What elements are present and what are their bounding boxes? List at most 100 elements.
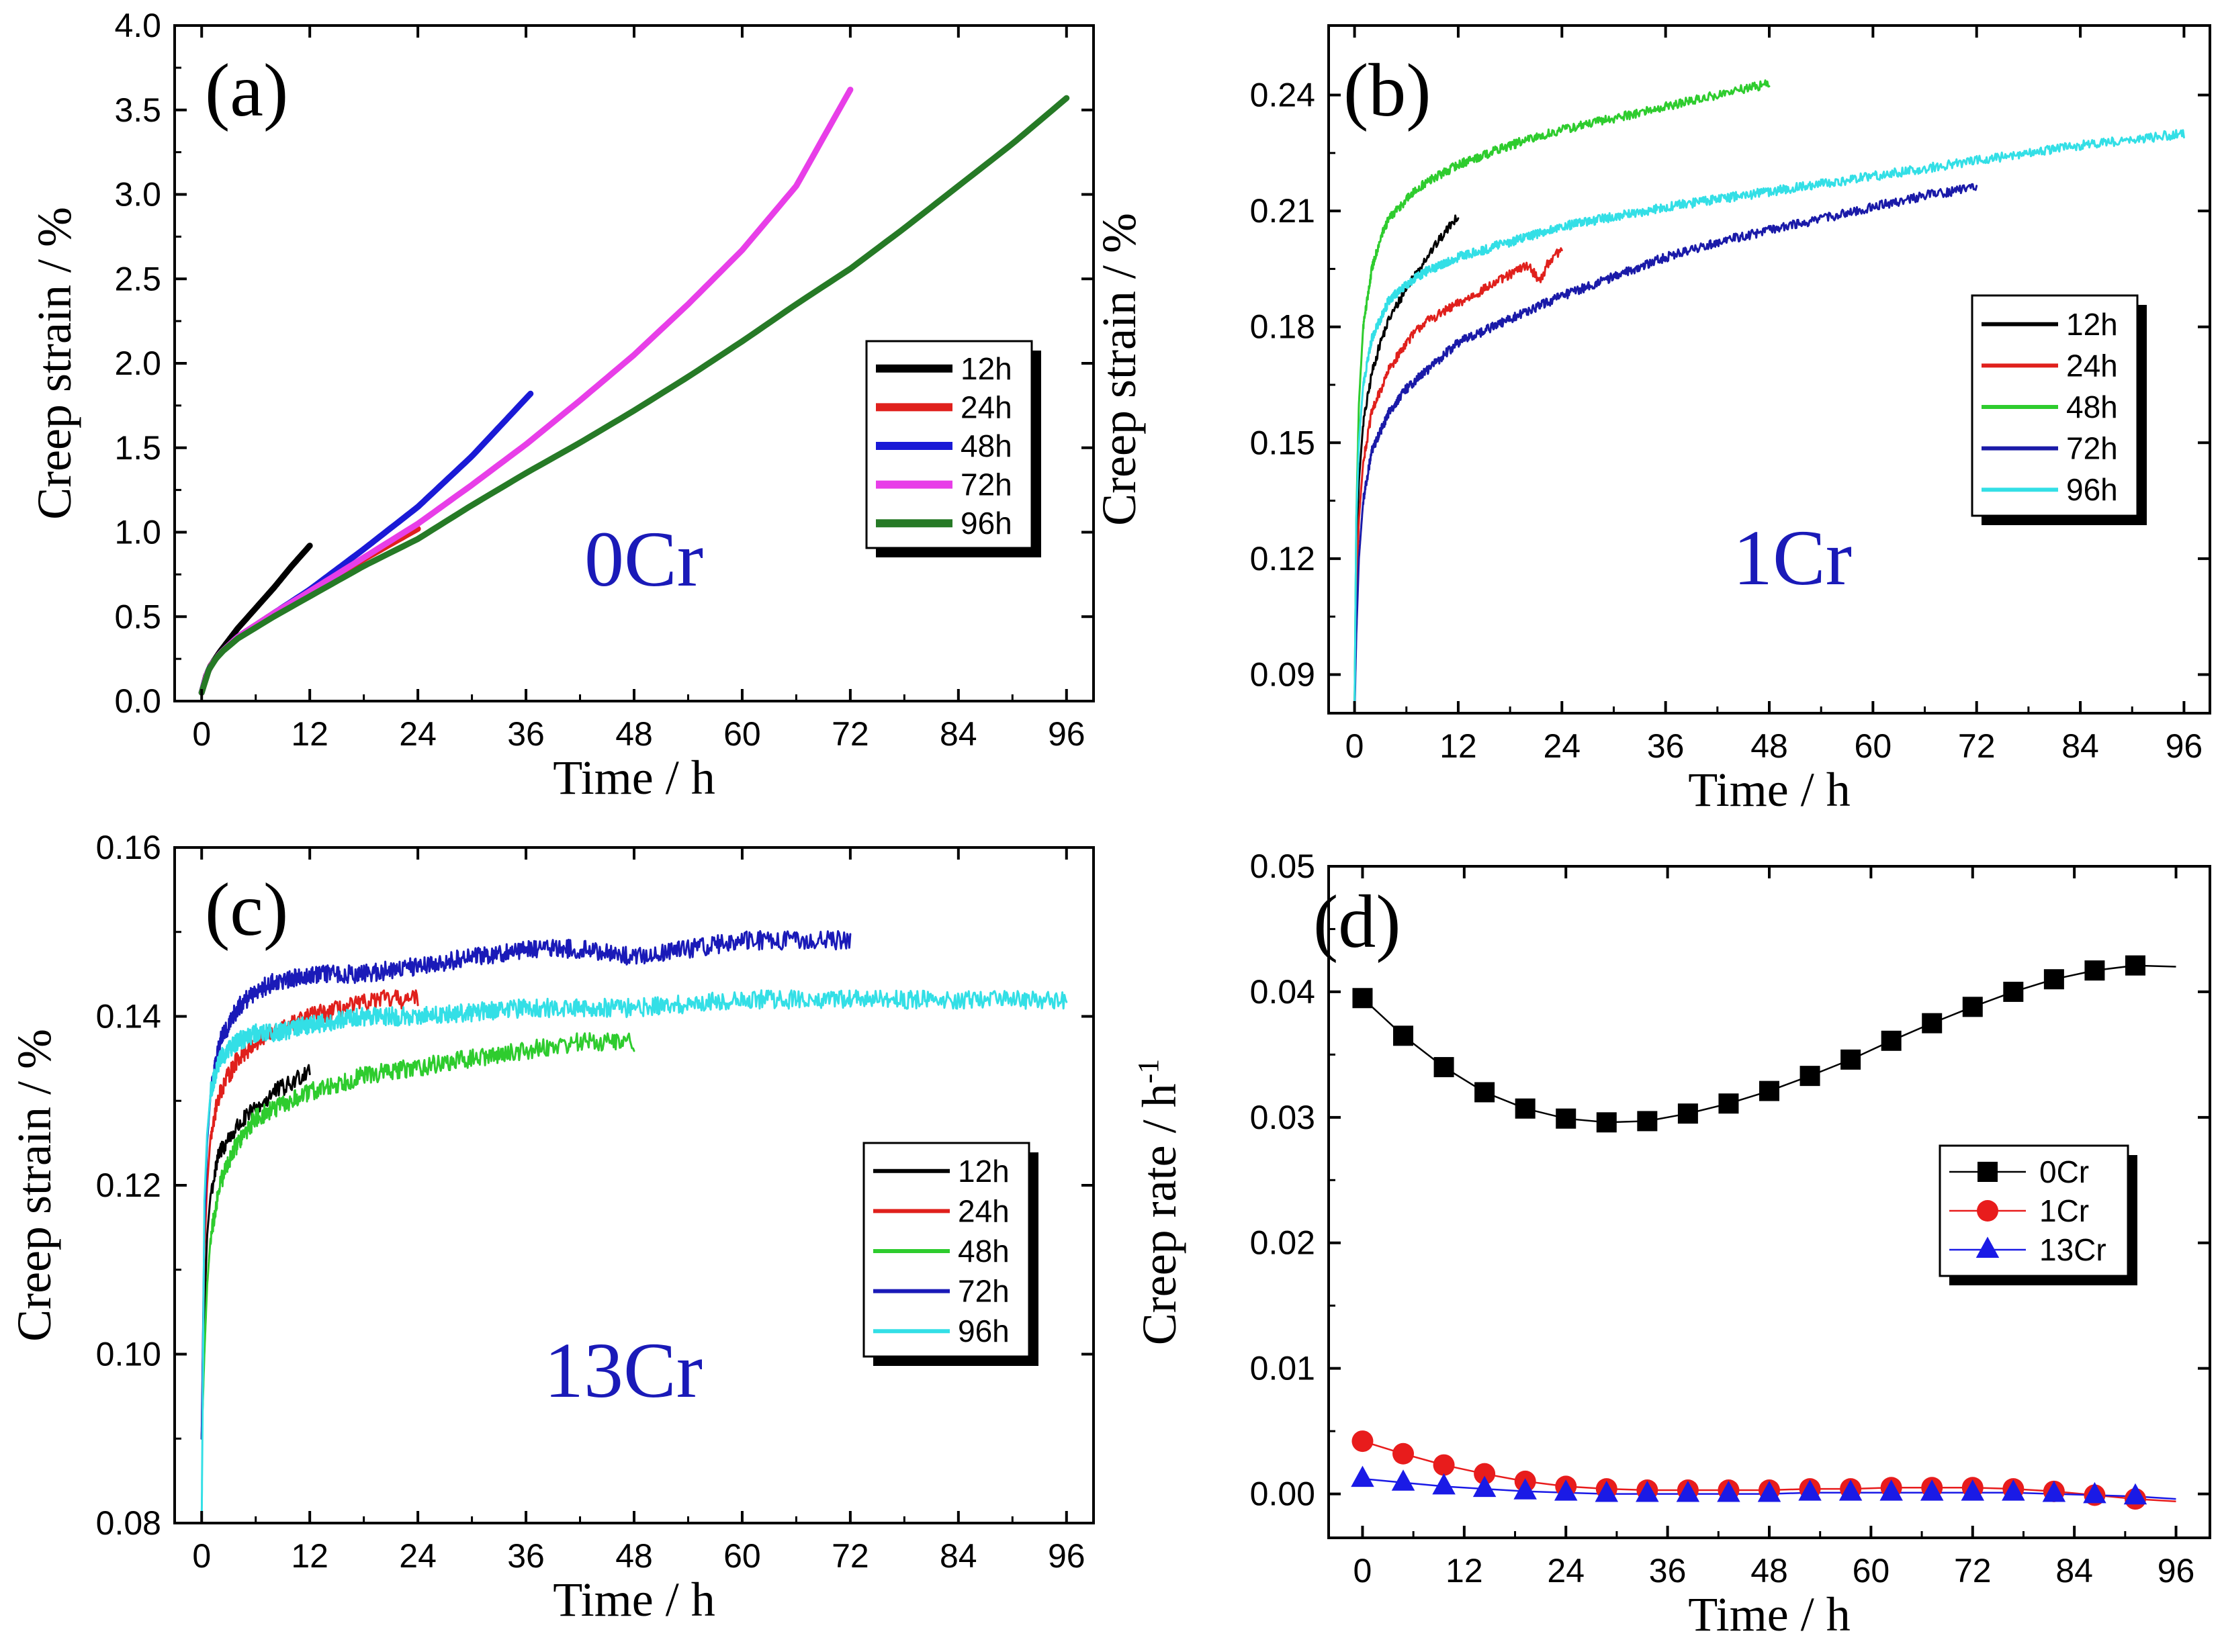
panel-d-xtick-label: 84 xyxy=(2055,1552,2093,1590)
panel-d-legend-label: 13Cr xyxy=(2039,1232,2106,1267)
panel-a-xlabel: Time / h xyxy=(553,751,715,805)
panel-b-series-48h xyxy=(1353,79,1771,715)
panel-d-point-0Cr xyxy=(1718,1093,1739,1114)
panel-d-axes: 0 12 24 36 48 60 72 84 96 0.00 0.01 0.02 0.03 0.04 0.0… xyxy=(1250,847,2210,1590)
panel-c-xtick-label: 36 xyxy=(507,1537,545,1575)
panel-d-point-13Cr xyxy=(1879,1479,1903,1501)
panel-d-marks xyxy=(1351,955,2176,1510)
panel-d: 0 12 24 36 48 60 72 84 96 0.00 0.01 0.02 0.03 0.04 0.0… xyxy=(1132,847,2211,1641)
panel-b-series-72h xyxy=(1353,183,1978,715)
panel-b-ytick-label: 0.15 xyxy=(1250,424,1315,461)
panel-d-point-0Cr xyxy=(1596,1112,1617,1133)
panel-a: 0 12 24 36 48 60 72 84 96 0.0 0.5 1.0 1.5 2.0 2.5 3.0 3.… xyxy=(28,7,1095,805)
panel-d-ytick-label: 0.05 xyxy=(1250,847,1315,885)
panel-a-xtick-label: 84 xyxy=(940,715,977,753)
panel-c-legend-label: 72h xyxy=(958,1274,1010,1309)
panel-d-point-13Cr xyxy=(1838,1479,1863,1501)
panel-b-legend-label: 24h xyxy=(2066,348,2118,383)
panel-a-legend-label: 72h xyxy=(961,467,1012,502)
panel-d-ytick-label: 0.04 xyxy=(1250,973,1315,1011)
panel-b-xtick-label: 36 xyxy=(1647,727,1685,765)
panel-c-series-72h xyxy=(200,930,852,1440)
panel-b-xtick-label: 48 xyxy=(1750,727,1788,765)
panel-d-xtick-label: 60 xyxy=(1853,1552,1890,1590)
panel-a-ytick-label: 0.0 xyxy=(114,682,161,720)
panel-a-legend-label: 24h xyxy=(961,389,1012,424)
panel-b-label: (b) xyxy=(1343,49,1431,132)
panel-d-legend-label: 1Cr xyxy=(2039,1193,2089,1228)
panel-b-annotation: 1Cr xyxy=(1733,514,1852,602)
panel-b-xtick-label: 84 xyxy=(2061,727,2099,765)
panel-b-legend-label: 96h xyxy=(2066,472,2118,507)
panel-c-xtick-label: 96 xyxy=(1048,1537,1085,1575)
panel-c-series-12h xyxy=(200,1064,311,1440)
panel-c-axes: 0 12 24 36 48 60 72 84 96 0.08 0.10 0.12 0.14 0.16 xyxy=(96,829,1094,1575)
panel-b-xtick-label: 96 xyxy=(2166,727,2203,765)
panel-d-point-0Cr xyxy=(1393,1025,1414,1046)
panel-d-point-1Cr xyxy=(1433,1454,1455,1476)
panel-d-point-13Cr xyxy=(1636,1481,1659,1502)
panel-b-axes: 0 12 24 36 48 60 72 84 96 0.09 0.12 0.15 0.18 0.21 0.2… xyxy=(1250,26,2210,765)
panel-a-legend-label: 48h xyxy=(961,428,1012,463)
panel-d-point-0Cr xyxy=(1474,1082,1495,1103)
panel-d-point-13Cr xyxy=(1554,1479,1578,1501)
panel-d-xtick-label: 0 xyxy=(1353,1552,1372,1590)
panel-d-xlabel: Time / h xyxy=(1688,1588,1850,1641)
panel-d-point-13Cr xyxy=(1391,1469,1415,1491)
panel-a-marks xyxy=(198,87,1070,696)
panel-d-point-0Cr xyxy=(2125,955,2145,976)
panel-d-point-13Cr xyxy=(1757,1481,1781,1502)
panel-b-series-12h xyxy=(1353,214,1460,715)
panel-d-point-0Cr xyxy=(1637,1111,1658,1132)
panel-d-point-0Cr xyxy=(1922,1013,1943,1034)
panel-c-legend-label: 24h xyxy=(958,1193,1010,1228)
panel-d-point-13Cr xyxy=(1432,1473,1456,1495)
panel-b-legend-label: 12h xyxy=(2066,307,2118,342)
panel-b-marks xyxy=(1353,79,2185,715)
panel-c-xtick-label: 72 xyxy=(832,1537,869,1575)
panel-d-xtick-label: 48 xyxy=(1750,1552,1788,1590)
panel-c-xtick-label: 48 xyxy=(615,1537,653,1575)
panel-d-xtick-label: 24 xyxy=(1547,1552,1585,1590)
panel-b-xtick-label: 60 xyxy=(1855,727,1892,765)
panel-c-legend-label: 48h xyxy=(958,1234,1010,1269)
panel-d-ytick-label: 0.00 xyxy=(1250,1475,1315,1513)
panel-d-point-13Cr xyxy=(2002,1479,2025,1501)
panel-b-ylabel: Creep strain / % xyxy=(1092,213,1146,526)
panel-b-legend-label: 48h xyxy=(2066,389,2118,424)
panel-b-xlabel: Time / h xyxy=(1688,763,1850,817)
panel-a-ytick-label: 1.0 xyxy=(114,514,161,551)
panel-d-point-0Cr xyxy=(1962,997,1983,1017)
panel-a-xtick-label: 72 xyxy=(832,715,869,753)
panel-a-xtick-label: 12 xyxy=(291,715,328,753)
panel-a-xtick-label: 36 xyxy=(507,715,545,753)
panel-b-xtick-label: 12 xyxy=(1439,727,1477,765)
panel-d-legend-label: 0Cr xyxy=(2039,1154,2089,1189)
panel-b-ytick-label: 0.09 xyxy=(1250,655,1315,693)
panel-d-point-1Cr xyxy=(1474,1463,1496,1485)
panel-c-label: (c) xyxy=(205,868,288,952)
panel-d-point-13Cr xyxy=(1513,1478,1537,1500)
panel-d-point-13Cr xyxy=(1920,1479,1944,1501)
panel-d-point-0Cr xyxy=(2003,981,2024,1002)
panel-b-xtick-label: 72 xyxy=(1958,727,1996,765)
panel-a-ytick-label: 3.5 xyxy=(114,91,161,129)
panel-a-ytick-label: 3.0 xyxy=(114,176,161,214)
panel-b-ytick-label: 0.24 xyxy=(1250,77,1315,114)
panel-c: 0 12 24 36 48 60 72 84 96 0.08 0.10 0.12 0.14 0.16 (c… xyxy=(7,829,1095,1626)
panel-d-point-0Cr xyxy=(1352,988,1373,1009)
panel-b: 0 12 24 36 48 60 72 84 96 0.09 0.12 0.15 0.18 0.21 0.2… xyxy=(1092,24,2211,817)
panel-c-legend-label: 12h xyxy=(958,1154,1010,1189)
panel-c-annotation: 13Cr xyxy=(544,1326,703,1414)
panel-c-series-96h xyxy=(200,989,1068,1524)
panel-b-ytick-label: 0.18 xyxy=(1250,308,1315,346)
panel-d-point-0Cr xyxy=(1840,1049,1861,1070)
panel-d-legend-marker xyxy=(1975,1236,2000,1258)
panel-d-point-13Cr xyxy=(1351,1465,1374,1487)
panel-c-ytick-label: 0.10 xyxy=(96,1336,161,1373)
panel-d-xtick-label: 12 xyxy=(1446,1552,1483,1590)
panel-b-legend: 12h 24h 48h 72h 96h xyxy=(1971,294,2147,525)
panel-c-ytick-label: 0.14 xyxy=(96,998,161,1036)
